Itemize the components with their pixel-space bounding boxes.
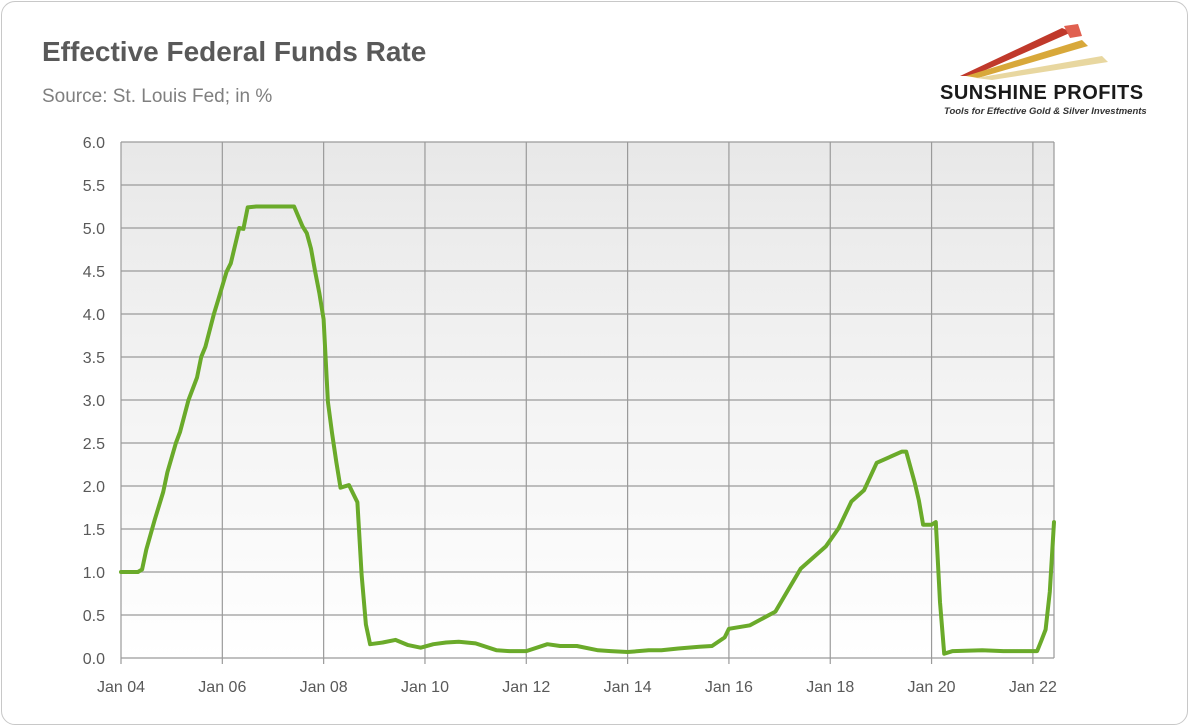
y-tick-label: 4.0 [83,307,105,324]
logo-brand: SUNSHINE PROFITS [940,82,1144,104]
y-tick-label: 0.5 [83,608,105,625]
y-tick-label: 5.0 [83,221,105,238]
logo-tagline: Tools for Effective Gold & Silver Invest… [944,106,1147,117]
y-tick-label: 1.5 [83,522,105,539]
x-tick-label: Jan 06 [198,679,246,696]
logo-rays-icon [960,24,1108,80]
y-tick-label: 2.0 [83,479,105,496]
y-tick-label: 2.5 [83,436,105,453]
y-tick-label: 3.5 [83,350,105,367]
x-axis-ticks: Jan 04 Jan 06 Jan 08 Jan 10 Jan 12 Jan 14 Jan … [97,679,1057,696]
x-tick-label: Jan 20 [908,679,956,696]
y-axis-ticks: 0.0 0.5 1.0 1.5 2.0 2.5 3.0 3.5 4.0 4.5 5.0 5.5 6.0 [83,135,105,668]
chart-title: Effective Federal Funds Rate [42,36,427,67]
y-tick-label: 3.0 [83,393,105,410]
sunshine-profits-logo: SUNSHINE PROFITS Tools for Effective Gol… [932,22,1172,122]
y-tick-label: 5.5 [83,178,105,195]
rate-series-line [119,204,1056,656]
x-tick-label: Jan 18 [806,679,854,696]
y-tick-label: 1.0 [83,565,105,582]
x-tick-label: Jan 14 [604,679,652,696]
y-tick-label: 4.5 [83,264,105,281]
grid-lines [120,141,1055,664]
series-group [119,204,1056,656]
x-tick-label: Jan 04 [97,679,145,696]
x-tick-label: Jan 12 [502,679,550,696]
x-tick-label: Jan 08 [300,679,348,696]
y-tick-label: 6.0 [83,135,105,152]
chart-subtitle: Source: St. Louis Fed; in % [42,86,273,107]
x-tick-label: Jan 16 [705,679,753,696]
x-tick-label: Jan 22 [1009,679,1057,696]
x-tick-label: Jan 10 [401,679,449,696]
y-tick-label: 0.0 [83,651,105,668]
